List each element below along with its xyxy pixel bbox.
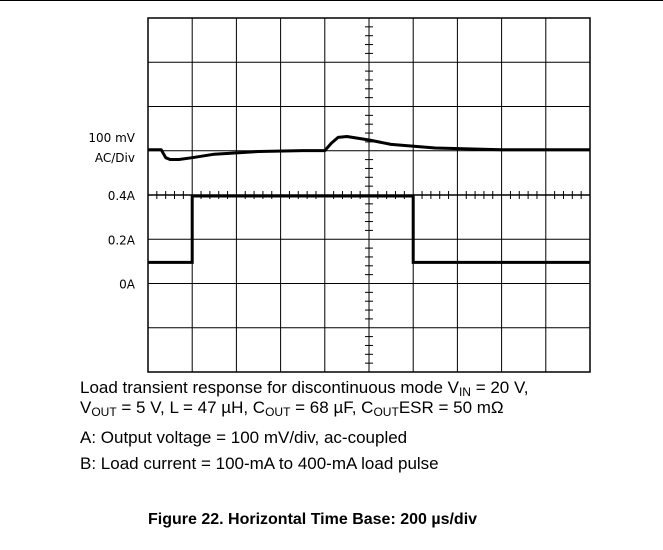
center-tick-marks	[156, 26, 582, 364]
voltage-scale-label: 100 mV	[88, 131, 135, 145]
caption-line-1: Load transient response for discontinuou…	[80, 378, 529, 399]
current-tick-labels: 0.4A 0.2A 0A	[108, 189, 136, 292]
oscilloscope-plot: 100 mV AC/Div 0.4A 0.2A 0A	[88, 17, 591, 373]
caption-line-2: VOUT = 5 V, L = 47 µH, COUT = 68 µF, COU…	[80, 398, 504, 419]
figure-title: Figure 22. Horizontal Time Base: 200 µs/…	[148, 511, 478, 528]
caption-line-4: B: Load current = 100-mA to 400-mA load …	[80, 454, 439, 473]
top-rule	[0, 0, 663, 1]
current-tick-label: 0.4A	[108, 189, 136, 203]
current-trace	[148, 194, 590, 264]
current-tick-label: 0A	[119, 278, 136, 292]
voltage-scale-unit-label: AC/Div	[95, 151, 135, 165]
current-tick-label: 0.2A	[108, 233, 136, 247]
caption-line-3: A: Output voltage = 100 mV/div, ac-coupl…	[80, 428, 408, 447]
voltage-trace	[148, 135, 590, 161]
